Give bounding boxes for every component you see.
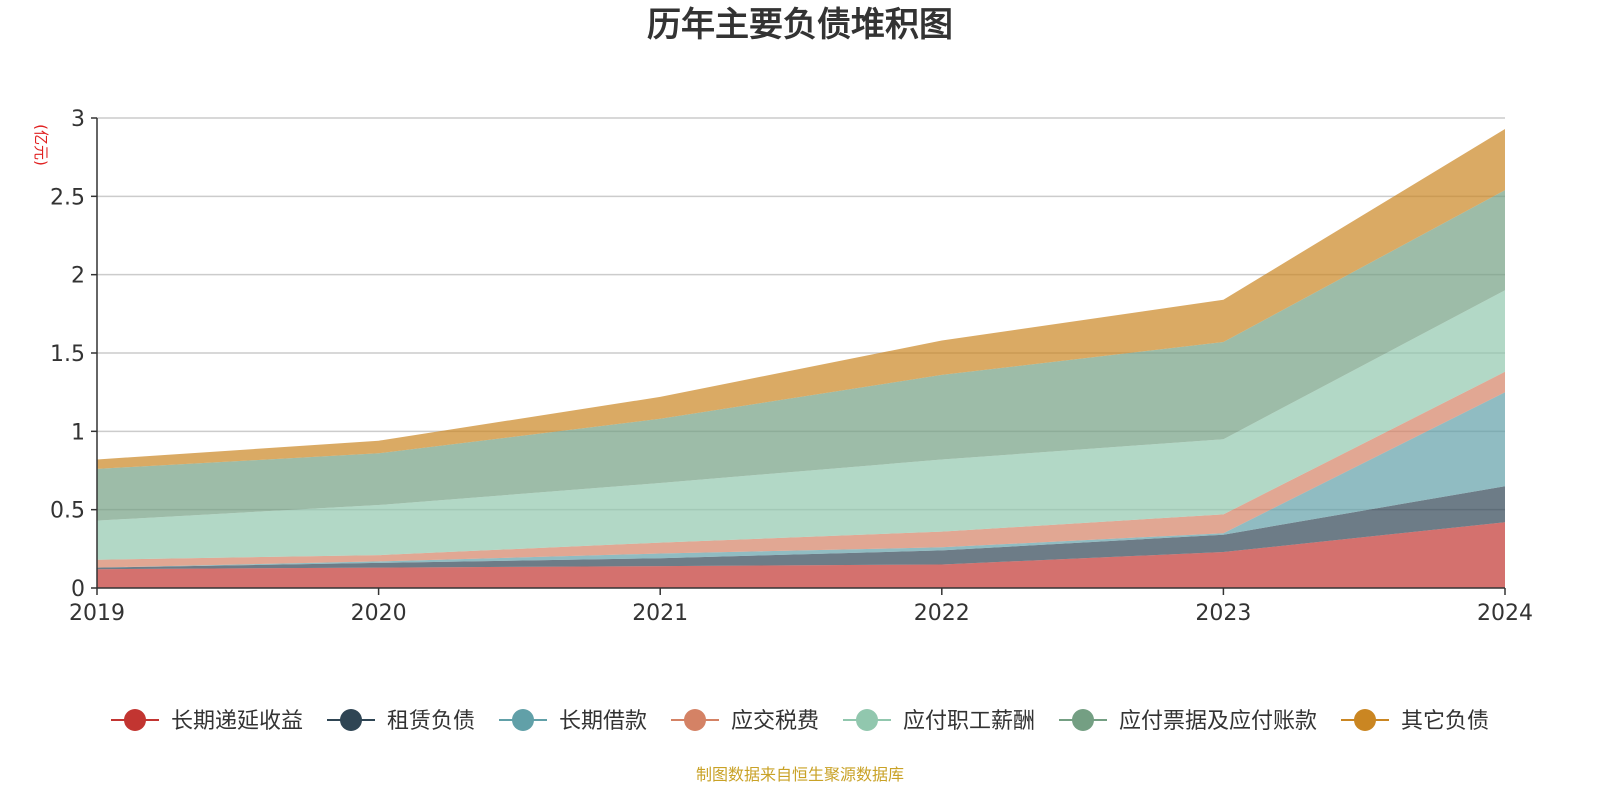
x-tick-label: 2019 <box>69 601 125 626</box>
x-tick-label: 2023 <box>1195 601 1251 626</box>
x-tick-label: 2024 <box>1477 601 1533 626</box>
y-tick-label: 3 <box>71 107 85 132</box>
x-tick-label: 2020 <box>351 601 407 626</box>
legend-item-2[interactable]: 长期借款 <box>499 709 647 734</box>
legend-item-1[interactable]: 租赁负债 <box>327 709 475 734</box>
legend-label: 租赁负债 <box>387 709 475 734</box>
y-tick-label: 1 <box>71 420 85 445</box>
x-tick-label: 2022 <box>914 601 970 626</box>
legend-label: 应付票据及应付账款 <box>1119 709 1317 734</box>
y-tick-label: 2 <box>71 264 85 289</box>
legend-label: 应付职工薪酬 <box>903 709 1035 734</box>
chart-title: 历年主要负债堆积图 <box>647 5 953 45</box>
y-tick-label: 0 <box>71 577 85 602</box>
legend-marker-icon <box>856 709 878 731</box>
legend-marker-icon <box>684 709 706 731</box>
area-series-1 <box>97 486 1505 570</box>
legend: 长期递延收益 租赁负债 长期借款 应交税费 应付职工薪酬 应付票据及应付账款 其它负债 <box>111 709 1489 734</box>
legend-label: 长期递延收益 <box>171 709 303 734</box>
axes: 0 0.5 1 1.5 2 2.5 3 2019 2020 2021 2022 2023 2024 <box>50 107 1533 626</box>
y-tick-label: 1.5 <box>50 342 85 367</box>
legend-marker-icon <box>512 709 534 731</box>
legend-item-3[interactable]: 应交税费 <box>671 709 819 734</box>
legend-label: 其它负债 <box>1401 709 1489 734</box>
legend-marker-icon <box>124 709 146 731</box>
y-tick-label: 2.5 <box>50 185 85 210</box>
x-tick-label: 2021 <box>632 601 688 626</box>
legend-item-5[interactable]: 应付票据及应付账款 <box>1059 709 1317 734</box>
legend-item-6[interactable]: 其它负债 <box>1341 709 1489 734</box>
legend-label: 应交税费 <box>731 709 819 734</box>
data-source-note: 制图数据来自恒生聚源数据库 <box>696 765 904 784</box>
y-axis-unit: (亿元) <box>32 124 50 166</box>
legend-label: 长期借款 <box>559 709 647 734</box>
legend-item-0[interactable]: 长期递延收益 <box>111 709 303 734</box>
area-series-0 <box>97 522 1505 588</box>
y-tick-label: 0.5 <box>50 499 85 524</box>
legend-item-4[interactable]: 应付职工薪酬 <box>843 709 1035 734</box>
legend-marker-icon <box>1072 709 1094 731</box>
legend-marker-icon <box>340 709 362 731</box>
legend-marker-icon <box>1354 709 1376 731</box>
area-layers <box>97 129 1505 588</box>
area-series-5 <box>97 190 1505 521</box>
area-series-4 <box>97 290 1505 560</box>
